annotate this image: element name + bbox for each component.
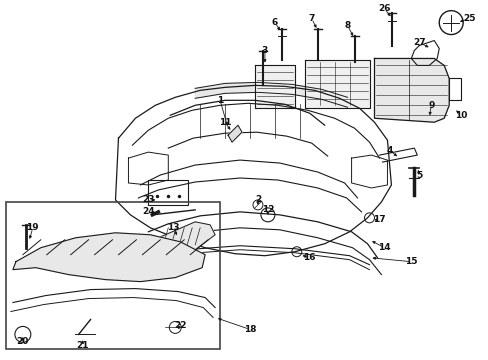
Text: 20: 20 bbox=[17, 337, 29, 346]
Text: 10: 10 bbox=[454, 111, 467, 120]
Text: 2: 2 bbox=[254, 195, 261, 204]
Text: 3: 3 bbox=[261, 46, 267, 55]
Text: 27: 27 bbox=[412, 38, 425, 47]
Text: 14: 14 bbox=[377, 243, 390, 252]
Polygon shape bbox=[227, 125, 242, 142]
Text: 15: 15 bbox=[404, 257, 417, 266]
Text: 19: 19 bbox=[26, 223, 39, 232]
Text: 12: 12 bbox=[261, 206, 274, 215]
Text: 1: 1 bbox=[217, 96, 223, 105]
Text: 8: 8 bbox=[344, 21, 350, 30]
Text: 26: 26 bbox=[377, 4, 390, 13]
Polygon shape bbox=[254, 66, 294, 108]
Text: 18: 18 bbox=[243, 325, 256, 334]
Bar bbox=[148, 180, 188, 205]
Text: 4: 4 bbox=[386, 145, 392, 154]
Text: 17: 17 bbox=[372, 215, 385, 224]
Polygon shape bbox=[155, 222, 215, 258]
Text: 23: 23 bbox=[142, 195, 154, 204]
Text: 6: 6 bbox=[271, 18, 278, 27]
Text: 11: 11 bbox=[218, 118, 231, 127]
Polygon shape bbox=[195, 82, 347, 107]
Text: 25: 25 bbox=[462, 14, 474, 23]
Polygon shape bbox=[13, 233, 205, 282]
Polygon shape bbox=[304, 60, 369, 108]
Text: 16: 16 bbox=[303, 253, 315, 262]
Text: 7: 7 bbox=[308, 14, 314, 23]
Text: 5: 5 bbox=[415, 171, 422, 180]
Text: 13: 13 bbox=[167, 223, 179, 232]
Text: 21: 21 bbox=[76, 341, 89, 350]
Polygon shape bbox=[374, 58, 448, 122]
Text: 9: 9 bbox=[427, 101, 433, 110]
Text: 24: 24 bbox=[142, 207, 154, 216]
Bar bbox=[6, 202, 220, 349]
Text: 22: 22 bbox=[174, 321, 186, 330]
